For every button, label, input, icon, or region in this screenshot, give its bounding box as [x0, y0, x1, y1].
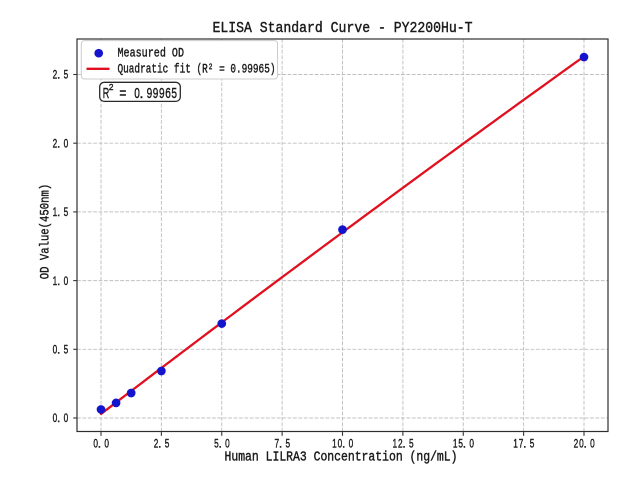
- svg-text:5: 5: [286, 437, 291, 451]
- svg-text:.: .: [463, 437, 466, 451]
- svg-text:1: 1: [513, 437, 518, 451]
- svg-text:.: .: [279, 437, 282, 451]
- svg-text:7: 7: [275, 437, 280, 451]
- svg-text:2: 2: [574, 437, 579, 451]
- svg-text:2: 2: [398, 437, 403, 451]
- svg-text:0: 0: [93, 437, 98, 451]
- svg-text:0: 0: [338, 437, 343, 451]
- svg-text:9: 9: [153, 85, 159, 102]
- svg-text:.: .: [57, 411, 60, 425]
- svg-text:9: 9: [147, 85, 153, 102]
- svg-text:0: 0: [53, 342, 58, 356]
- svg-text:.: .: [98, 437, 101, 451]
- svg-text:1: 1: [332, 437, 337, 451]
- svg-text:5: 5: [64, 205, 69, 219]
- svg-text:5: 5: [64, 342, 69, 356]
- svg-text:=: =: [119, 85, 126, 102]
- svg-text:0: 0: [64, 274, 69, 288]
- svg-text:0: 0: [349, 437, 354, 451]
- svg-text:2: 2: [53, 136, 58, 150]
- svg-text:9: 9: [159, 85, 165, 102]
- svg-text:Human LILRA3 Concentration (ng: Human LILRA3 Concentration (ng/mL): [225, 450, 458, 465]
- svg-text:0: 0: [64, 411, 69, 425]
- svg-text:1: 1: [393, 437, 398, 451]
- svg-text:5: 5: [64, 68, 69, 82]
- svg-text:0: 0: [469, 437, 474, 451]
- svg-text:.: .: [342, 437, 345, 451]
- svg-text:.: .: [57, 342, 60, 356]
- svg-text:0: 0: [590, 437, 595, 451]
- svg-text:5: 5: [530, 437, 535, 451]
- svg-text:.: .: [139, 85, 143, 102]
- svg-text:.: .: [523, 437, 526, 451]
- svg-text:1: 1: [53, 274, 58, 288]
- svg-text:.: .: [402, 437, 405, 451]
- svg-text:OD Value(450nm): OD Value(450nm): [37, 184, 52, 280]
- svg-text:Quadratic fit (R² = 0.99965): Quadratic fit (R² = 0.99965): [118, 63, 276, 77]
- svg-text:5: 5: [458, 437, 463, 451]
- svg-text:.: .: [57, 68, 60, 82]
- svg-text:Measured OD: Measured OD: [118, 47, 185, 61]
- svg-text:0: 0: [225, 437, 230, 451]
- svg-text:.: .: [57, 205, 60, 219]
- svg-text:.: .: [584, 437, 587, 451]
- svg-text:2: 2: [154, 437, 159, 451]
- svg-text:5: 5: [165, 437, 170, 451]
- svg-text:5: 5: [171, 85, 177, 102]
- svg-text:5: 5: [409, 437, 414, 451]
- svg-text:0: 0: [134, 85, 140, 102]
- svg-text:5: 5: [214, 437, 219, 451]
- svg-text:.: .: [57, 274, 60, 288]
- svg-text:R: R: [103, 85, 110, 102]
- svg-text:1: 1: [453, 437, 458, 451]
- svg-text:.: .: [219, 437, 222, 451]
- svg-text:6: 6: [165, 85, 171, 102]
- svg-text:0: 0: [104, 437, 109, 451]
- svg-text:ELISA Standard Curve - PY2200H: ELISA Standard Curve - PY2200Hu-T: [213, 21, 473, 37]
- svg-text:7: 7: [519, 437, 524, 451]
- svg-text:.: .: [57, 136, 60, 150]
- svg-text:0: 0: [64, 136, 69, 150]
- svg-text:0: 0: [579, 437, 584, 451]
- svg-text:0: 0: [53, 411, 58, 425]
- svg-text:2: 2: [109, 83, 114, 92]
- svg-text:1: 1: [53, 205, 58, 219]
- svg-text:.: .: [158, 437, 161, 451]
- svg-text:2: 2: [53, 68, 58, 82]
